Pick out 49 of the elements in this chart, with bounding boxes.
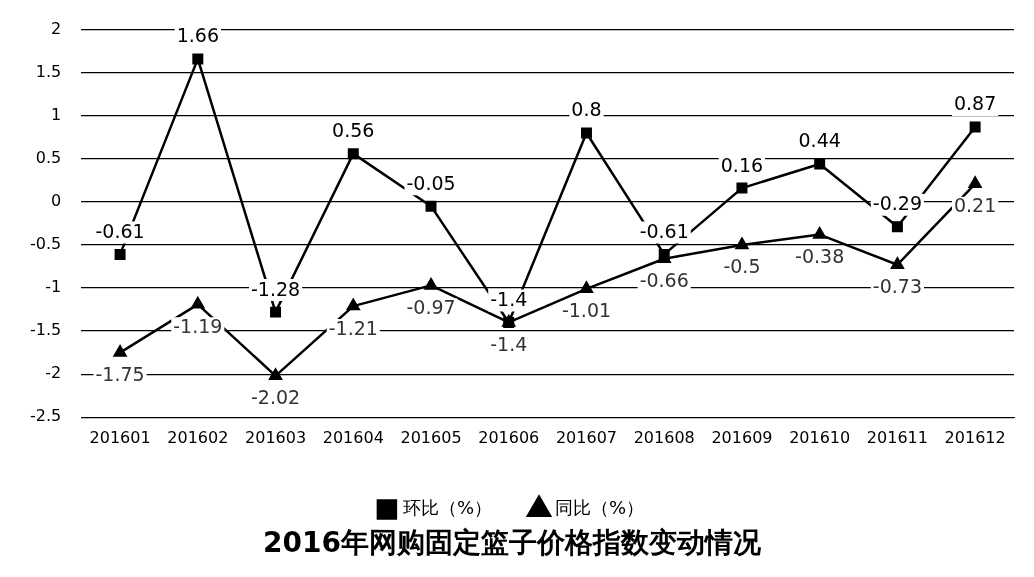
data-label: -0.5 xyxy=(723,255,761,278)
x-tick-label: 201607 xyxy=(555,427,618,447)
data-label: -1.4 xyxy=(490,287,528,310)
data-label: -0.66 xyxy=(639,269,689,292)
x-tick-label: 201609 xyxy=(711,427,773,447)
x-tick-label: 201605 xyxy=(400,427,462,447)
data-label: 0.8 xyxy=(571,98,602,121)
data-label: -0.05 xyxy=(406,171,456,194)
data-label: -0.73 xyxy=(872,275,922,298)
y-tick-label: 0.5 xyxy=(35,147,62,167)
data-label: -1.75 xyxy=(95,363,145,386)
data-label: -1.28 xyxy=(250,277,301,300)
data-label: 0.16 xyxy=(720,153,764,176)
data-label: 0.56 xyxy=(332,119,375,142)
y-tick-label: -1.5 xyxy=(30,320,62,340)
data-label: 0.21 xyxy=(953,194,997,217)
data-label: -0.97 xyxy=(406,295,456,318)
y-tick-label: 1.5 xyxy=(35,61,62,81)
y-tick-label: -2 xyxy=(45,363,62,383)
x-tick-label: 201608 xyxy=(633,427,695,447)
y-tick-label: 1 xyxy=(51,104,62,124)
data-label: -1.19 xyxy=(173,314,223,337)
x-tick-label: 201606 xyxy=(478,427,540,447)
data-label: 0.44 xyxy=(798,129,841,152)
data-label: -0.29 xyxy=(872,192,922,215)
data-label: -0.61 xyxy=(639,219,689,242)
data-label: -1.01 xyxy=(561,299,612,322)
legend-label: 环比（%） xyxy=(402,497,493,519)
x-tick-label: 201602 xyxy=(167,427,229,447)
x-tick-label: 201610 xyxy=(789,427,851,447)
y-tick-label: 2 xyxy=(51,18,62,38)
data-label: 1.66 xyxy=(176,24,219,47)
y-tick-label: -0.5 xyxy=(30,234,62,254)
data-label: -2.02 xyxy=(250,386,301,409)
y-tick-label: -1 xyxy=(45,277,62,297)
data-label: -0.38 xyxy=(795,245,845,268)
x-tick-label: 201601 xyxy=(89,427,151,447)
x-tick-label: 201603 xyxy=(245,427,307,447)
x-tick-label: 201612 xyxy=(944,427,1006,447)
data-label: -1.4 xyxy=(490,332,528,355)
data-label: -1.21 xyxy=(328,316,378,339)
y-tick-label: 0 xyxy=(51,191,62,211)
x-tick-label: 201611 xyxy=(866,427,928,447)
text: 2016年网购固定篮子价格指数变动情况 xyxy=(263,526,762,560)
legend-label: 同比（%） xyxy=(555,497,645,519)
data-label: -0.61 xyxy=(95,219,145,242)
x-tick-label: 201604 xyxy=(322,427,384,447)
y-tick-label: -2.5 xyxy=(30,406,62,426)
data-label: 0.87 xyxy=(953,92,997,115)
